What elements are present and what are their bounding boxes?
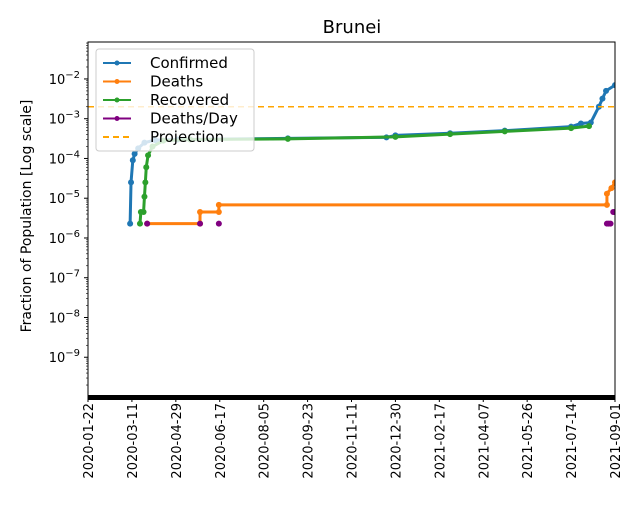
- legend-deaths-label: Deaths: [150, 73, 203, 91]
- series-recovered-point: [143, 164, 150, 171]
- series-deaths-day-point: [612, 209, 615, 216]
- x-tick-label: 2021-05-26: [521, 403, 536, 479]
- series-deaths-point: [197, 209, 204, 216]
- series-confirmed-point: [128, 179, 135, 186]
- series-recovered-point: [136, 220, 143, 227]
- y-tick-label: 10−2: [49, 70, 80, 88]
- plot-frame: [87, 41, 616, 398]
- y-axis-label: Fraction of Population [Log scale]: [19, 100, 35, 333]
- x-tick-label: 2020-11-11: [346, 403, 361, 479]
- legend-confirmed-label: Confirmed: [150, 54, 228, 72]
- series-recovered-point: [142, 179, 149, 186]
- series-recovered-point: [501, 128, 508, 135]
- y-tick-label: 10−5: [49, 189, 80, 207]
- series-recovered-point: [141, 193, 148, 200]
- series-confirmed-point: [129, 157, 136, 164]
- series-deaths-point: [603, 190, 610, 197]
- legend: ConfirmedDeathsRecoveredDeaths/DayProjec…: [95, 48, 255, 152]
- legend-deaths-day-marker: [114, 116, 120, 121]
- series-deaths-point: [612, 179, 615, 186]
- y-tick-label: 10−8: [49, 308, 80, 326]
- series-recovered-point: [586, 123, 593, 130]
- x-tick-label: 2020-01-22: [82, 403, 97, 479]
- x-tick-label: 2020-06-17: [214, 403, 229, 479]
- series-confirmed-point: [612, 82, 615, 89]
- series-confirmed-point: [599, 95, 606, 102]
- series-deaths-day-point: [197, 220, 204, 227]
- series-deaths-day-point: [144, 220, 151, 227]
- x-tick-label: 2020-12-30: [389, 403, 404, 479]
- y-tick-label: 10−3: [49, 110, 80, 128]
- series-deaths-point: [215, 209, 222, 216]
- series-deaths-point: [215, 201, 222, 208]
- series-confirmed-point: [131, 150, 138, 157]
- legend-deaths-day-label: Deaths/Day: [150, 110, 238, 128]
- x-tick-label: 2020-09-23: [302, 403, 317, 479]
- legend-deaths-marker: [114, 79, 120, 84]
- legend-frame: [95, 48, 255, 152]
- x-tick-label: 2020-04-29: [170, 403, 185, 479]
- x-tick-label: 2021-04-07: [477, 403, 492, 479]
- y-tick-label: 10−6: [49, 229, 80, 247]
- legend-projection-label: Projection: [150, 128, 224, 146]
- chart-title: Brunei: [323, 17, 382, 38]
- x-tick-label: 2020-08-05: [258, 403, 273, 479]
- y-tick-label: 10−9: [49, 348, 80, 366]
- series-confirmed-point: [603, 87, 610, 94]
- y-tick-label: 10−4: [49, 149, 80, 167]
- series-recovered-point: [145, 152, 152, 159]
- x-tick-label: 2021-07-14: [565, 403, 580, 479]
- series-confirmed-point: [577, 120, 584, 127]
- x-tick-label: 2021-02-17: [433, 403, 448, 479]
- legend-confirmed-marker: [114, 60, 120, 66]
- series-confirmed-point: [127, 220, 134, 227]
- series-recovered-point: [284, 135, 291, 142]
- x-tick-label: 2020-03-11: [126, 403, 141, 479]
- series-deaths-point: [608, 185, 615, 192]
- x-tick-label: 2021-09-01: [609, 403, 624, 479]
- series-recovered-point: [140, 209, 147, 216]
- legend-recovered-marker: [114, 97, 120, 103]
- series-recovered-point: [392, 133, 399, 140]
- series-deaths-point: [603, 201, 610, 208]
- series-deaths-day-point: [607, 220, 614, 227]
- series-recovered-point: [447, 131, 454, 138]
- series-recovered-point: [568, 125, 575, 132]
- y-tick-label: 10−7: [49, 269, 80, 287]
- legend-recovered-label: Recovered: [150, 91, 229, 109]
- series-deaths-day-point: [215, 220, 222, 227]
